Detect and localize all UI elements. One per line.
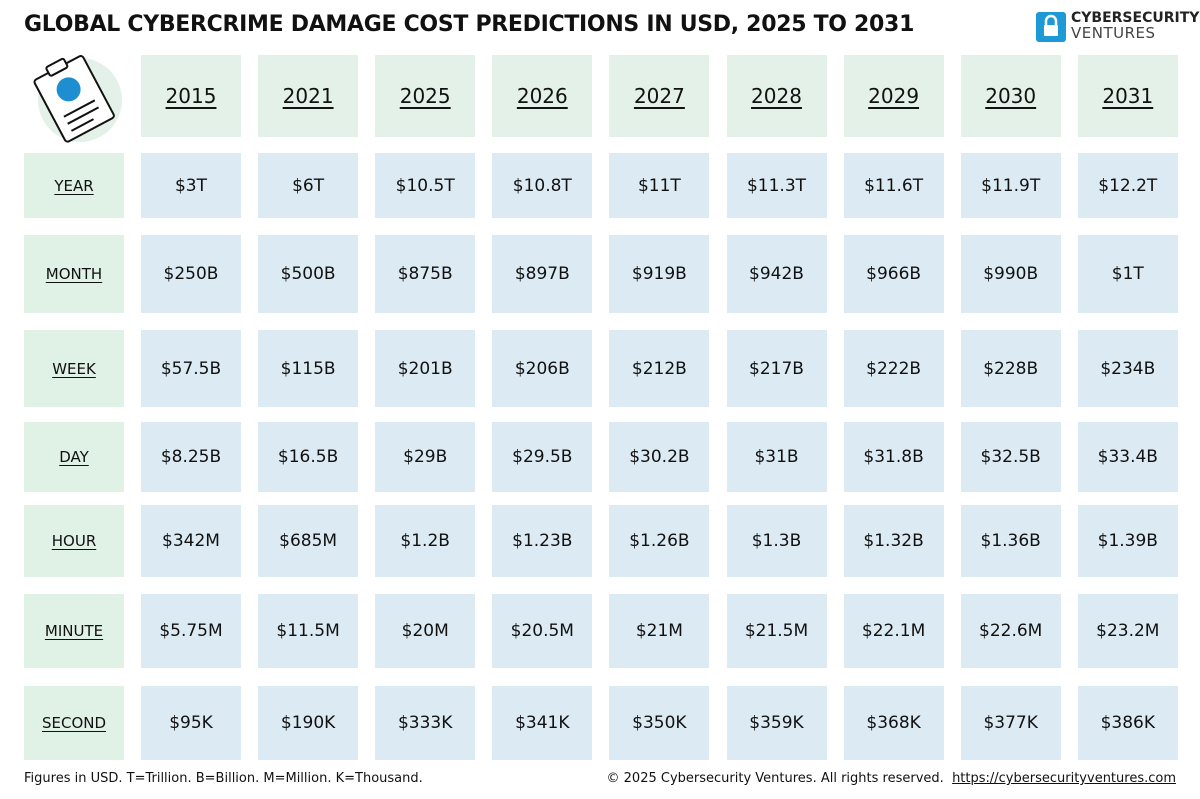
value-cell: $350K	[609, 686, 710, 760]
column-header: 2028	[726, 55, 827, 137]
value-cell: $217B	[726, 330, 827, 407]
value-cell: $30.2B	[609, 422, 710, 492]
clipboard-icon	[33, 55, 122, 143]
value-cell: $32.5B	[960, 422, 1061, 492]
value-cell: $11.6T	[843, 153, 944, 218]
logo-line1: CYBERSECURITY	[1071, 10, 1200, 26]
value-cell: $8.25B	[141, 422, 241, 492]
column-header: 2021	[258, 55, 359, 137]
value-cell: $201B	[375, 330, 476, 407]
value-cell: $1.23B	[492, 505, 593, 577]
value-cell: $11.5M	[258, 594, 359, 668]
value-cell: $1.39B	[1077, 505, 1178, 577]
value-cell: $377K	[960, 686, 1061, 760]
row-label: HOUR	[24, 505, 124, 577]
value-cell: $11.3T	[726, 153, 827, 218]
footer-right: © 2025 Cybersecurity Ventures. All right…	[607, 771, 1176, 786]
value-cell: $29.5B	[492, 422, 593, 492]
link[interactable]: https://cybersecurityventures.com	[952, 771, 1176, 786]
column-header: 2027	[609, 55, 710, 137]
row-label: SECOND	[24, 686, 124, 760]
row-label: MINUTE	[24, 594, 124, 668]
column-header: 2025	[375, 55, 476, 137]
value-cell: $228B	[960, 330, 1061, 407]
value-cell: $250B	[141, 235, 241, 313]
value-cell: $1.36B	[960, 505, 1061, 577]
value-cell: $31B	[726, 422, 827, 492]
value-cell: $234B	[1077, 330, 1178, 407]
value-cell: $16.5B	[258, 422, 359, 492]
value-cell: $12.2T	[1077, 153, 1178, 218]
value-cell: $57.5B	[141, 330, 241, 407]
value-cell: $500B	[258, 235, 359, 313]
value-cell: $333K	[375, 686, 476, 760]
value-cell: $20.5M	[492, 594, 593, 668]
value-cell: $897B	[492, 235, 593, 313]
column-header: 2026	[492, 55, 593, 137]
footer-note: Figures in USD. T=Trillion. B=Billion. M…	[24, 771, 423, 786]
row-label: MONTH	[24, 235, 124, 313]
value-cell: $966B	[843, 235, 944, 313]
value-cell: $11.9T	[960, 153, 1061, 218]
value-cell: $10.5T	[375, 153, 476, 218]
value-cell: $386K	[1077, 686, 1178, 760]
value-cell: $95K	[141, 686, 241, 760]
copyright: © 2025 Cybersecurity Ventures. All right…	[606, 771, 944, 786]
value-cell: $368K	[843, 686, 944, 760]
value-cell: $919B	[609, 235, 710, 313]
value-cell: $22.1M	[843, 594, 944, 668]
value-cell: $21M	[609, 594, 710, 668]
value-cell: $342M	[141, 505, 241, 577]
value-cell: $21.5M	[726, 594, 827, 668]
value-cell: $1T	[1077, 235, 1178, 313]
value-cell: $5.75M	[141, 594, 241, 668]
value-cell: $990B	[960, 235, 1061, 313]
value-cell: $10.8T	[492, 153, 593, 218]
column-header: 2015	[141, 55, 241, 137]
column-header: 2029	[843, 55, 944, 137]
column-header: 2030	[960, 55, 1061, 137]
value-cell: $942B	[726, 235, 827, 313]
value-cell: $875B	[375, 235, 476, 313]
value-cell: $1.26B	[609, 505, 710, 577]
value-cell: $206B	[492, 330, 593, 407]
value-cell: $685M	[258, 505, 359, 577]
value-cell: $359K	[726, 686, 827, 760]
value-cell: $3T	[141, 153, 241, 218]
logo-icon	[1036, 12, 1066, 42]
value-cell: $31.8B	[843, 422, 944, 492]
value-cell: $22.6M	[960, 594, 1061, 668]
value-cell: $11T	[609, 153, 710, 218]
value-cell: $190K	[258, 686, 359, 760]
logo-line2: VENTURES	[1071, 24, 1156, 42]
value-cell: $1.32B	[843, 505, 944, 577]
row-label: YEAR	[24, 153, 124, 218]
value-cell: $29B	[375, 422, 476, 492]
column-header: 2031	[1077, 55, 1178, 137]
value-cell: $222B	[843, 330, 944, 407]
value-cell: $6T	[258, 153, 359, 218]
value-cell: $115B	[258, 330, 359, 407]
value-cell: $33.4B	[1077, 422, 1178, 492]
row-label: DAY	[24, 422, 124, 492]
value-cell: $1.3B	[726, 505, 827, 577]
title: GLOBAL CYBERCRIME DAMAGE COST PREDICTION…	[24, 12, 915, 37]
value-cell: $23.2M	[1077, 594, 1178, 668]
value-cell: $341K	[492, 686, 593, 760]
row-label: WEEK	[24, 330, 124, 407]
value-cell: $212B	[609, 330, 710, 407]
value-cell: $20M	[375, 594, 476, 668]
value-cell: $1.2B	[375, 505, 476, 577]
